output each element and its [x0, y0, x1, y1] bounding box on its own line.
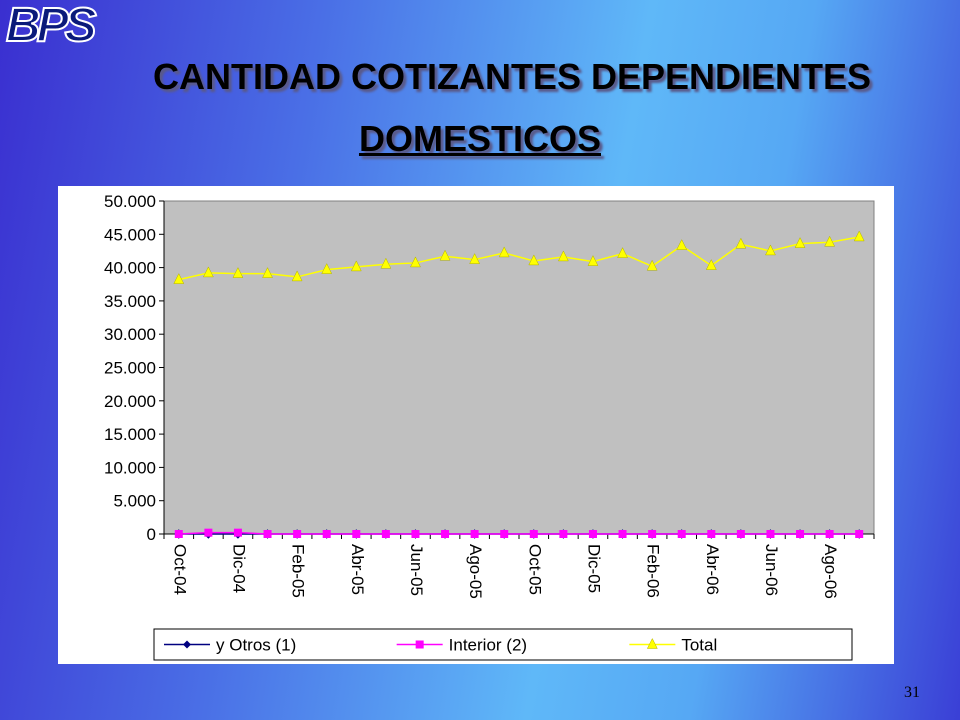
page-number: 31 — [904, 684, 920, 701]
x-tick-label: Ago-06 — [821, 544, 840, 599]
data-point — [322, 530, 331, 538]
data-point — [765, 244, 776, 256]
data-point — [498, 246, 510, 258]
series-line-1 — [178, 531, 860, 535]
x-tick-label: Oct-04 — [170, 544, 189, 595]
data-point — [735, 237, 747, 249]
data-point — [618, 530, 627, 538]
x-tick-label: Feb-05 — [289, 544, 308, 598]
page-title: CANTIDAD COTIZANTES DEPENDIENTES — [152, 56, 872, 97]
legend-marker — [183, 640, 191, 649]
legend-box — [153, 628, 853, 661]
data-point — [853, 230, 865, 242]
data-point — [263, 530, 272, 538]
data-point — [676, 239, 688, 250]
data-point — [293, 530, 302, 538]
y-tick-label: 15.000 — [104, 425, 156, 444]
data-point — [439, 249, 451, 261]
y-tick-label: 25.000 — [104, 359, 156, 378]
x-tick-label: Ago-05 — [466, 544, 485, 599]
data-point — [825, 530, 834, 538]
x-tick-label: Jun-06 — [762, 544, 781, 596]
data-point — [736, 530, 745, 538]
data-point — [321, 263, 333, 274]
y-tick-label: 45.000 — [104, 225, 156, 244]
legend-marker — [415, 640, 424, 649]
data-point — [173, 273, 185, 284]
x-tick-label: Dic-04 — [229, 544, 248, 593]
x-tick-label: Oct-05 — [525, 544, 544, 595]
y-tick-label: 35.000 — [104, 292, 156, 311]
data-point — [705, 259, 717, 270]
x-tick-label: Feb-06 — [644, 544, 663, 598]
data-point — [796, 530, 805, 538]
data-point — [528, 254, 540, 266]
data-point — [588, 530, 597, 538]
data-point — [233, 528, 242, 537]
data-point — [766, 530, 775, 538]
data-point — [411, 530, 420, 538]
data-point — [174, 530, 183, 538]
y-tick-label: 10.000 — [104, 458, 156, 477]
data-point — [470, 530, 479, 538]
data-point — [441, 530, 450, 538]
data-point — [587, 255, 599, 266]
x-tick-label: Abr-06 — [703, 544, 722, 595]
bps-logo-text: BPS — [5, 0, 98, 53]
y-tick-label: 0 — [147, 525, 156, 544]
data-point — [646, 259, 658, 271]
line-chart: 0 5.000 10.000 15.000 20.000 25.000 30.000 35.0… — [104, 192, 875, 661]
data-point — [529, 530, 538, 538]
chart-container: 0 5.000 10.000 15.000 20.000 25.000 30.000 35.0… — [58, 186, 894, 664]
legend-marker — [646, 637, 658, 649]
data-point — [559, 530, 568, 538]
data-point — [677, 530, 686, 538]
data-point — [350, 260, 362, 272]
data-point — [794, 237, 806, 248]
data-point — [617, 247, 628, 258]
data-point — [291, 270, 303, 282]
data-point — [202, 266, 214, 278]
x-tick-label: Abr-05 — [348, 544, 367, 595]
data-point — [262, 267, 273, 278]
data-point — [381, 530, 390, 538]
legend-label: Total — [681, 636, 717, 655]
data-point — [500, 530, 509, 538]
y-tick-label: 20.000 — [104, 392, 156, 411]
data-point — [380, 257, 392, 269]
data-point — [648, 530, 657, 538]
data-point — [855, 530, 864, 538]
x-tick-label: Dic-05 — [584, 544, 603, 593]
data-point — [469, 253, 481, 264]
data-point — [824, 235, 836, 247]
data-point — [707, 530, 716, 538]
series-line-2 — [178, 236, 860, 281]
data-point — [232, 267, 244, 278]
y-tick-label: 50.000 — [104, 192, 156, 211]
data-point — [204, 528, 213, 537]
legend-label: Interior (2) — [449, 636, 527, 655]
y-tick-label: 5.000 — [113, 492, 156, 511]
data-point — [352, 530, 361, 538]
bps-logo: BPS — [5, 0, 116, 60]
page-subtitle: DOMESTICOS — [358, 118, 601, 159]
y-tick-label: 40.000 — [104, 259, 156, 278]
data-point — [410, 256, 421, 268]
legend-label: y Otros (1) — [216, 636, 296, 655]
y-tick-label: 30.000 — [104, 325, 156, 344]
data-point — [557, 250, 569, 262]
x-tick-label: Jun-05 — [407, 544, 426, 596]
